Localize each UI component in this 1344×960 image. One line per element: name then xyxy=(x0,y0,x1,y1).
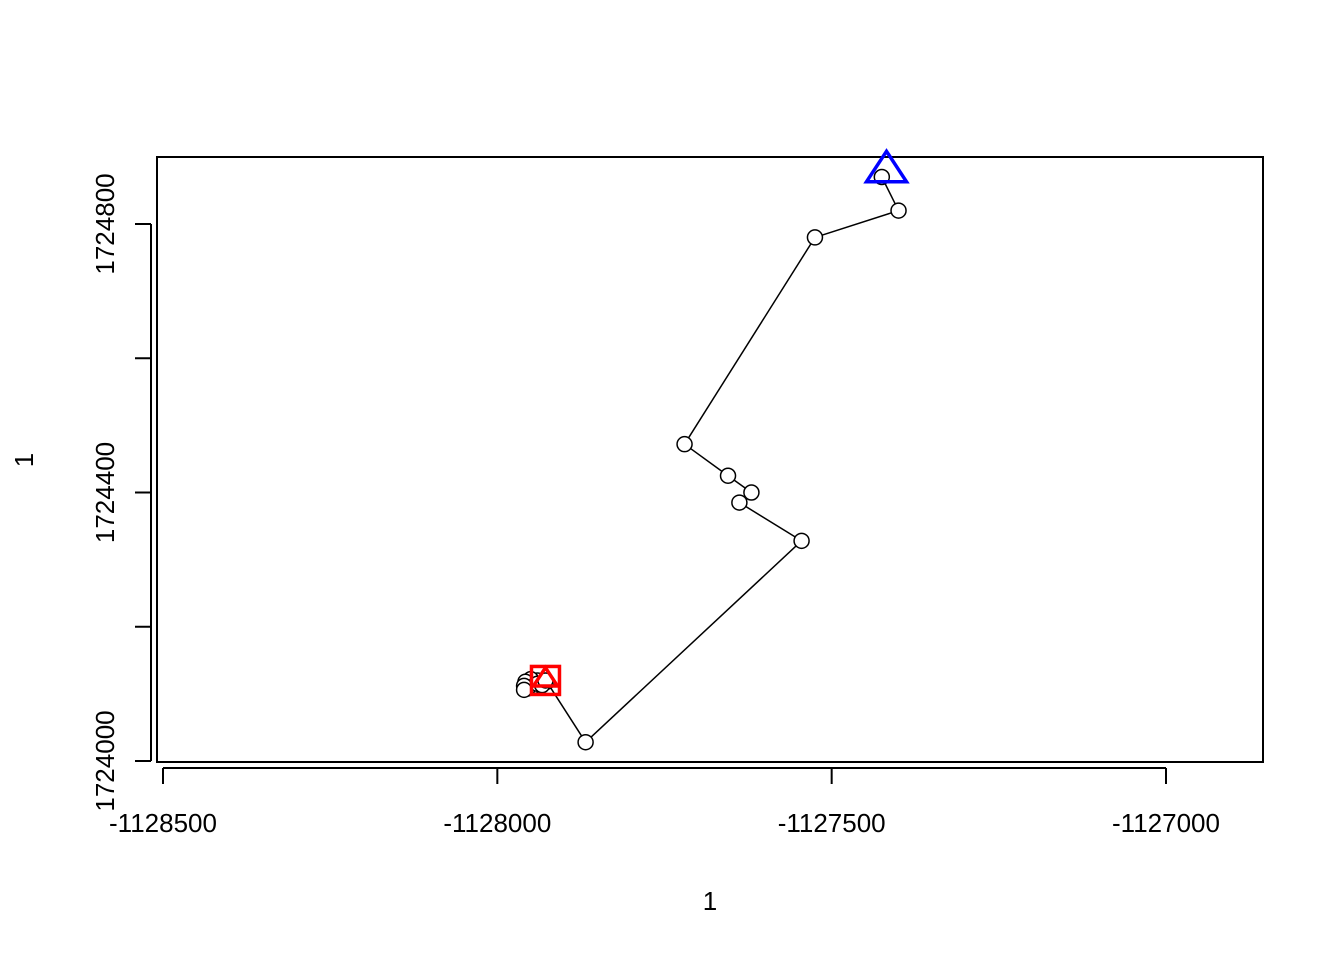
y-tick-label: 1724400 xyxy=(90,442,120,543)
data-point xyxy=(577,733,594,751)
data-point xyxy=(515,681,533,699)
x-axis: -1128500 -1128000 -1127500 -1127000 xyxy=(109,767,1220,838)
x-tick-label: -1127000 xyxy=(1112,808,1220,838)
data-point xyxy=(806,229,824,246)
x-tick-label: -1128500 xyxy=(109,808,217,838)
plot-frame xyxy=(156,156,1264,763)
series-segment xyxy=(738,501,802,542)
data-point xyxy=(743,484,760,501)
series-segment xyxy=(814,209,899,239)
data-point xyxy=(731,494,748,511)
y-axis: 1724000 1724400 1724800 xyxy=(90,173,152,812)
y-axis-label: 1 xyxy=(9,453,39,467)
series-segment xyxy=(546,681,587,743)
x-tick-label: -1128000 xyxy=(443,808,551,838)
series-layer xyxy=(515,168,907,751)
x-axis-label: 1 xyxy=(703,886,717,916)
data-point xyxy=(890,202,907,219)
y-tick-label: 1724000 xyxy=(90,710,120,811)
x-tick-label: -1127500 xyxy=(778,808,886,838)
series-segment xyxy=(585,540,803,743)
y-tick-label: 1724800 xyxy=(90,173,120,274)
data-point xyxy=(719,467,737,484)
series-segment xyxy=(684,443,729,477)
annotation-layer xyxy=(529,148,910,697)
series-segment xyxy=(683,237,816,445)
data-point xyxy=(793,532,810,550)
end-triangle-marker xyxy=(530,664,561,688)
start-triangle-marker xyxy=(863,148,910,184)
data-point xyxy=(676,435,693,453)
